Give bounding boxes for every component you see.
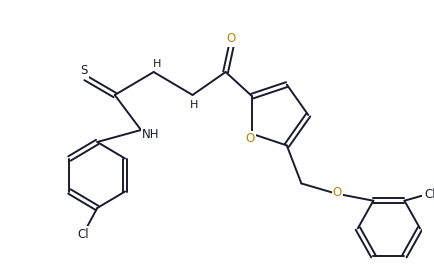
Text: NH: NH — [142, 129, 159, 141]
Text: Cl: Cl — [424, 188, 434, 201]
Text: O: O — [333, 186, 342, 199]
Text: H: H — [191, 100, 199, 110]
Text: O: O — [245, 132, 255, 145]
Text: S: S — [80, 63, 87, 76]
Text: H: H — [152, 59, 161, 69]
Text: Cl: Cl — [78, 228, 89, 240]
Text: O: O — [227, 33, 236, 45]
